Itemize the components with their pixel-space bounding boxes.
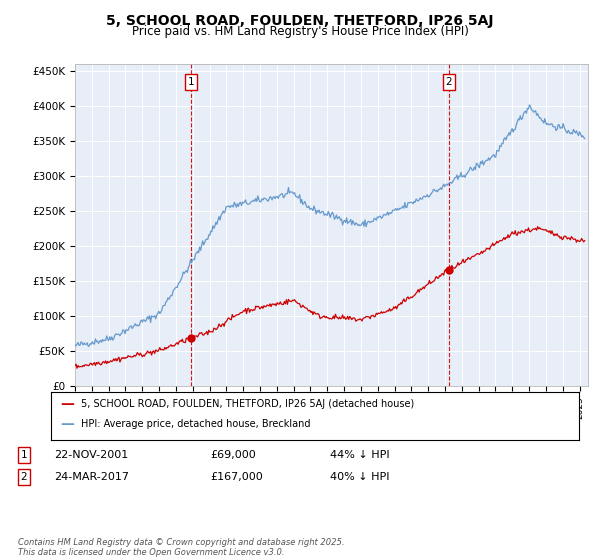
Text: HPI: Average price, detached house, Breckland: HPI: Average price, detached house, Brec… (81, 419, 311, 430)
Text: —: — (60, 398, 74, 411)
Text: 1: 1 (188, 77, 194, 87)
Text: Contains HM Land Registry data © Crown copyright and database right 2025.
This d: Contains HM Land Registry data © Crown c… (18, 538, 344, 557)
Text: 44% ↓ HPI: 44% ↓ HPI (330, 450, 389, 460)
Text: 22-NOV-2001: 22-NOV-2001 (54, 450, 128, 460)
Text: Price paid vs. HM Land Registry's House Price Index (HPI): Price paid vs. HM Land Registry's House … (131, 25, 469, 38)
Text: 2: 2 (446, 77, 452, 87)
Text: £167,000: £167,000 (210, 472, 263, 482)
Text: —: — (60, 418, 74, 432)
Text: 40% ↓ HPI: 40% ↓ HPI (330, 472, 389, 482)
Text: 1: 1 (20, 450, 28, 460)
Text: 5, SCHOOL ROAD, FOULDEN, THETFORD, IP26 5AJ (detached house): 5, SCHOOL ROAD, FOULDEN, THETFORD, IP26 … (81, 399, 414, 409)
Text: £69,000: £69,000 (210, 450, 256, 460)
Text: 24-MAR-2017: 24-MAR-2017 (54, 472, 129, 482)
Text: 5, SCHOOL ROAD, FOULDEN, THETFORD, IP26 5AJ: 5, SCHOOL ROAD, FOULDEN, THETFORD, IP26 … (106, 14, 494, 28)
Text: 2: 2 (20, 472, 28, 482)
